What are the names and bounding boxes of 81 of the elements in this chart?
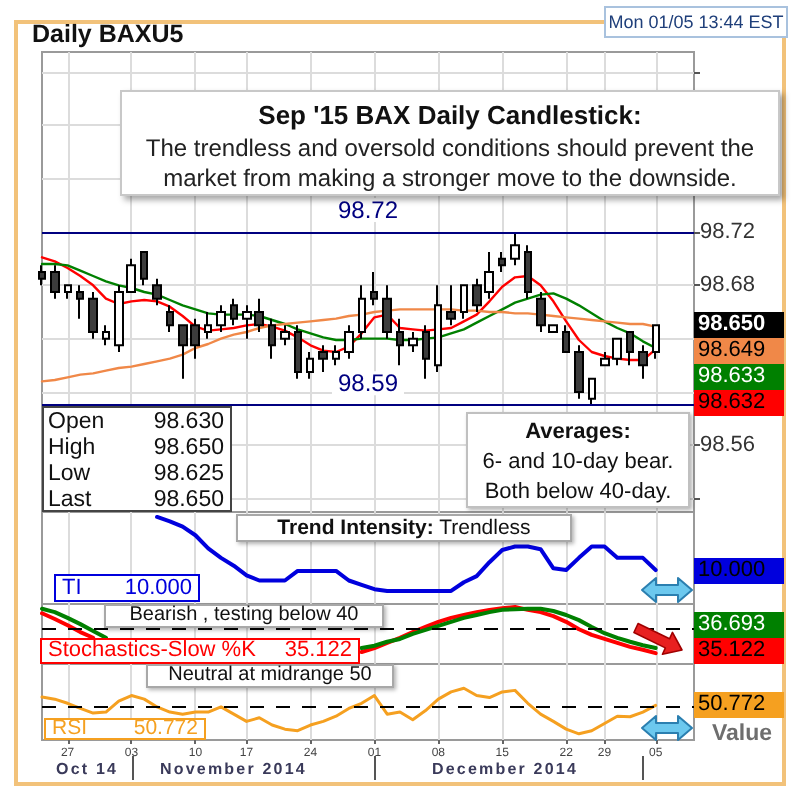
candlestick bbox=[280, 324, 290, 347]
candlestick bbox=[434, 284, 442, 373]
candlestick bbox=[268, 317, 276, 360]
candlestick bbox=[370, 271, 378, 307]
annotation: 98.630 bbox=[153, 410, 224, 436]
candlestick bbox=[524, 244, 532, 300]
candlestick bbox=[230, 297, 238, 327]
annotation: Open bbox=[48, 410, 105, 436]
text: 35.122 bbox=[694, 638, 784, 664]
annotation: Bearish , testing below 40 bbox=[129, 604, 359, 626]
text: 98.632 bbox=[694, 390, 784, 417]
candlestick bbox=[588, 377, 596, 407]
text: Sep '15 BAX Daily Candlestick: bbox=[256, 98, 644, 132]
annotation: 50.772 bbox=[133, 715, 198, 739]
text: Daily BAXU5 bbox=[32, 20, 184, 48]
candlestick bbox=[306, 351, 314, 380]
text: Mon 01/05 13:44 EST bbox=[604, 6, 788, 38]
annotation: Both below 40-day. bbox=[482, 478, 674, 508]
candlestick bbox=[652, 324, 660, 360]
candlestick bbox=[626, 331, 634, 367]
candlestick bbox=[460, 284, 468, 320]
annotation: Neutral at midrange 50 bbox=[168, 664, 372, 686]
text: 50.772 bbox=[694, 692, 784, 719]
text: 98.633 bbox=[694, 364, 784, 391]
annotation: Low bbox=[48, 462, 91, 488]
candlestick bbox=[64, 284, 72, 300]
ref-line-label: 98.59 bbox=[337, 369, 399, 398]
candlestick bbox=[510, 231, 520, 267]
annotation: Averages: bbox=[523, 418, 633, 448]
series-label: Stochastics-Slow %K bbox=[48, 638, 256, 662]
text: Oct 14 bbox=[56, 760, 119, 778]
candlestick bbox=[638, 344, 648, 380]
annotation: 98.650 bbox=[694, 312, 784, 339]
candlestick bbox=[344, 324, 354, 360]
text: 36.693 bbox=[694, 612, 784, 638]
text: The trendless and oversold conditions should prevent the market from making a stronger move to the downside. bbox=[143, 132, 757, 194]
candlestick bbox=[216, 304, 226, 333]
text: 10.000 bbox=[694, 557, 784, 584]
text: December 2014 bbox=[432, 760, 579, 778]
candlestick bbox=[204, 311, 212, 340]
candlestick bbox=[408, 331, 418, 353]
annotation: Trend Intensity: bbox=[277, 516, 434, 540]
candlestick bbox=[318, 344, 328, 373]
candlestick bbox=[422, 324, 430, 380]
y-tick-label: 98.68 bbox=[700, 273, 756, 298]
candlestick bbox=[446, 284, 456, 327]
text: TI bbox=[62, 576, 82, 600]
annotation: 98.625 bbox=[153, 462, 224, 488]
candlestick bbox=[332, 344, 340, 367]
annotation: 98.650 bbox=[153, 436, 224, 462]
candlestick bbox=[76, 284, 84, 320]
candlestick bbox=[88, 291, 98, 340]
ref-line-label: 98.72 bbox=[337, 196, 399, 224]
candlestick bbox=[294, 324, 302, 380]
annotation: 10.000 bbox=[124, 576, 192, 600]
annotation: High bbox=[48, 436, 96, 462]
y-tick-label: 98.56 bbox=[700, 433, 756, 458]
annotation: 35.122 bbox=[284, 638, 352, 662]
line-series bbox=[40, 256, 657, 362]
y-tick-label: 98.72 bbox=[700, 220, 756, 244]
candlestick bbox=[574, 344, 584, 400]
candlestick bbox=[152, 277, 162, 307]
annotation: Last bbox=[48, 488, 92, 514]
candlestick bbox=[102, 324, 110, 347]
candlestick bbox=[382, 284, 392, 340]
annotation: Trendless bbox=[439, 516, 531, 540]
line-series bbox=[40, 262, 657, 350]
candlestick bbox=[562, 324, 570, 353]
candlestick bbox=[50, 264, 60, 300]
candlestick bbox=[166, 304, 174, 333]
text: 98.649 bbox=[694, 338, 784, 365]
candlestick bbox=[358, 284, 366, 340]
candlestick bbox=[396, 317, 404, 367]
candlestick bbox=[38, 264, 46, 287]
candlestick bbox=[140, 251, 148, 287]
candlestick bbox=[498, 251, 506, 273]
annotation: 6- and 10-day bear. bbox=[480, 448, 676, 478]
annotation: 98.650 bbox=[153, 488, 224, 514]
text: November 2014 bbox=[160, 760, 307, 778]
text: Value bbox=[712, 722, 773, 747]
series-label: RSI bbox=[52, 715, 88, 739]
